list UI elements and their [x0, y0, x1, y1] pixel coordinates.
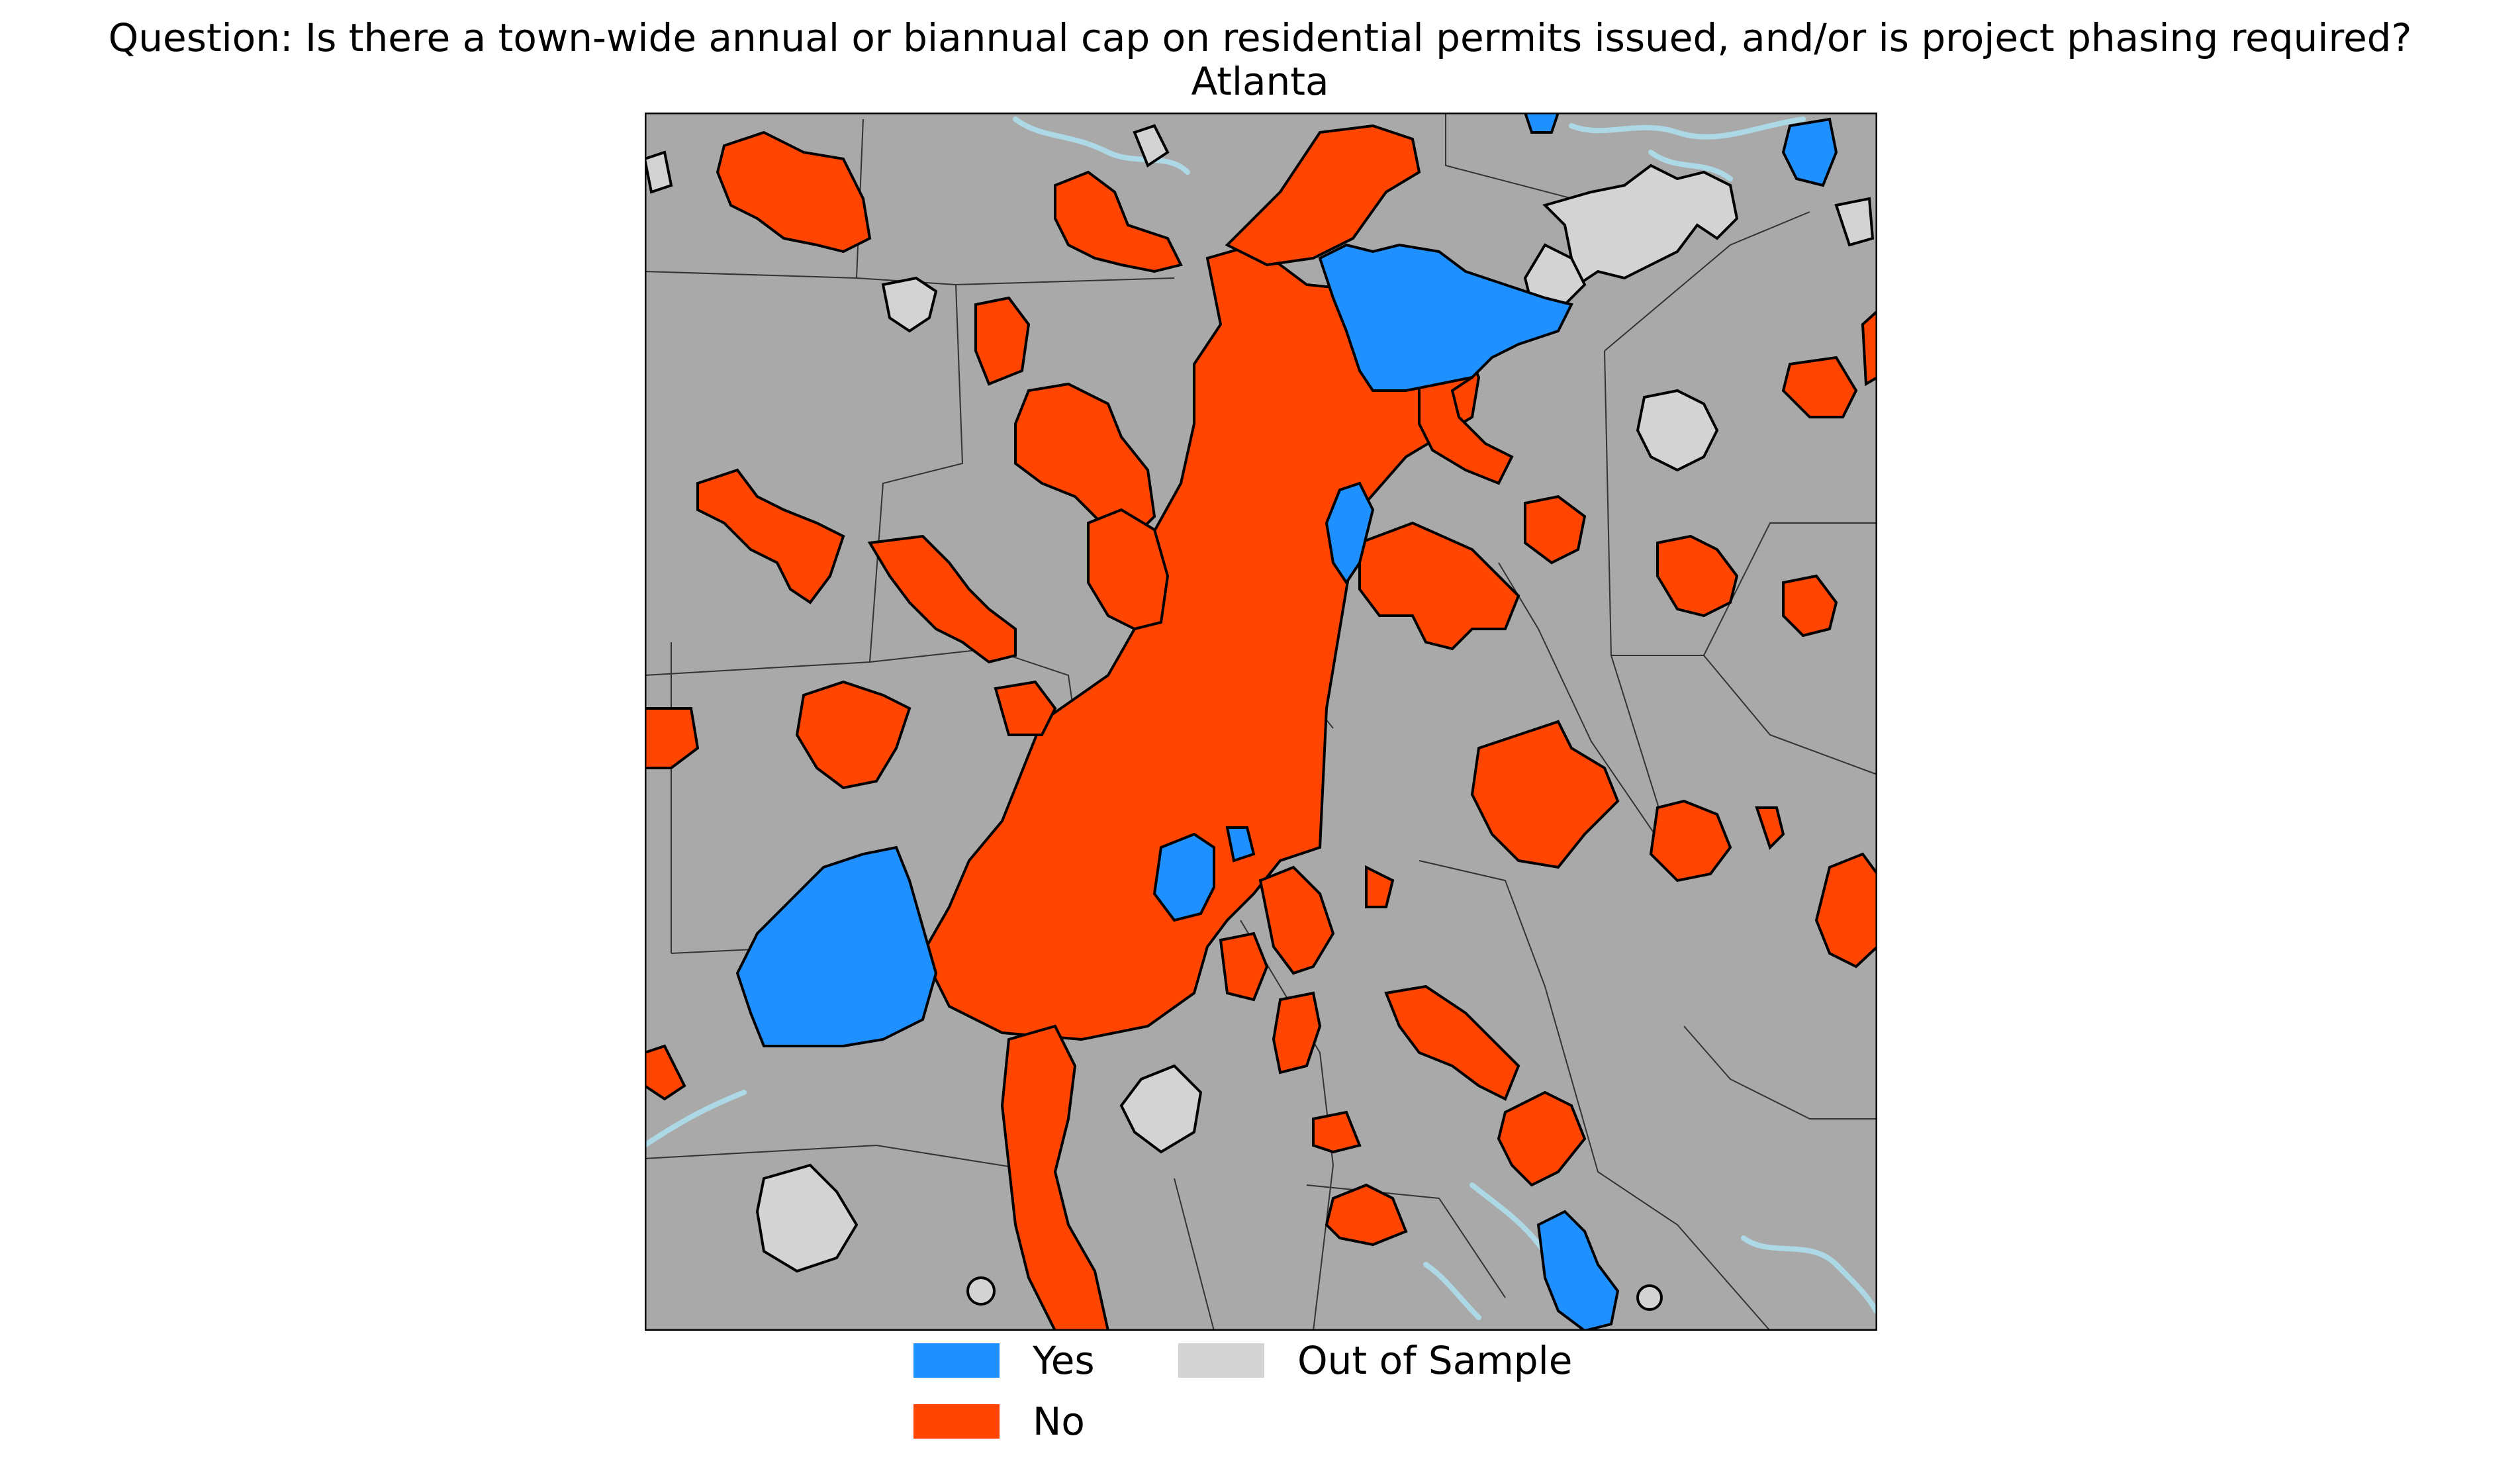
legend-swatch-yes — [913, 1343, 1000, 1378]
legend: Yes No Out of Sample — [913, 1337, 1642, 1470]
legend-item-no: No — [913, 1398, 1085, 1445]
map-question-title: Question: Is there a town-wide annual or… — [108, 15, 2412, 60]
legend-label-out-of-sample: Out of Sample — [1297, 1338, 1573, 1383]
legend-label-no: No — [1033, 1399, 1085, 1444]
legend-item-yes: Yes — [913, 1337, 1095, 1384]
legend-label-yes: Yes — [1033, 1338, 1095, 1383]
county-boundaries — [645, 113, 1877, 1331]
water-bodies — [645, 117, 1877, 1320]
legend-item-out-of-sample: Out of Sample — [1178, 1337, 1572, 1384]
map-region-title: Atlanta — [1191, 59, 1329, 104]
yes-areas — [735, 113, 1838, 1331]
map-border — [645, 113, 1877, 1331]
legend-swatch-out-of-sample — [1178, 1343, 1264, 1378]
map-area — [645, 113, 1877, 1331]
atlanta-map — [645, 113, 1877, 1331]
no-areas — [645, 124, 1877, 1331]
legend-swatch-no — [913, 1404, 1000, 1439]
